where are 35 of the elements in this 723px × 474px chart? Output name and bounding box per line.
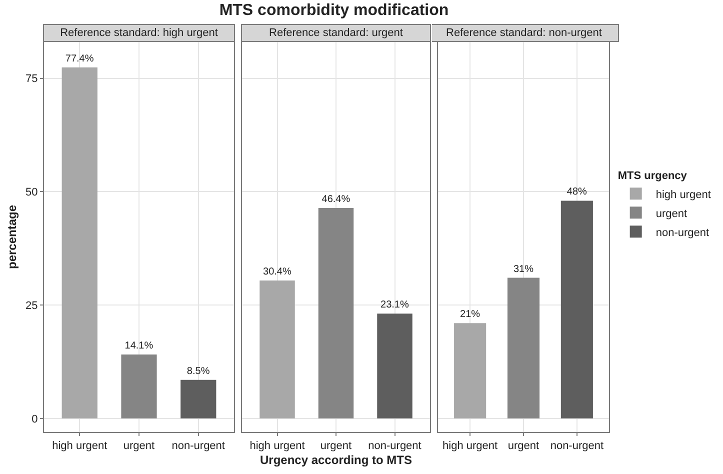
x-tick-label: urgent (123, 440, 155, 452)
legend-title: MTS urgency (618, 170, 688, 182)
legend-label: non-urgent (656, 226, 710, 239)
y-tick-label: 0 (32, 413, 38, 426)
x-tick-label: non-urgent (172, 440, 225, 452)
y-tick-label: 25 (26, 300, 38, 312)
data-label: 8.5% (186, 366, 210, 377)
data-label: 23.1% (380, 300, 409, 311)
y-axis-title: percentage (4, 204, 19, 270)
x-tick-label: non-urgent (550, 440, 604, 452)
x-tick-label: high urgent (250, 440, 305, 452)
data-label: 48% (566, 186, 587, 198)
bar (62, 67, 98, 418)
x-tick-label: urgent (320, 440, 352, 452)
data-label: 77.4% (65, 53, 94, 64)
legend-label: high urgent (656, 188, 711, 201)
data-label: 30.4% (263, 266, 292, 278)
bar (180, 380, 216, 418)
y-tick-label: 50 (26, 186, 38, 198)
x-tick-label: non-urgent (368, 440, 422, 452)
data-label: 31% (513, 264, 534, 275)
chart-subtitle: Reference standard: high urgent (60, 27, 218, 39)
y-tick-label: 75 (26, 73, 38, 86)
bar (121, 354, 157, 418)
x-tick-label: urgent (508, 440, 540, 452)
chart-subtitle: Reference standard: non-urgent (446, 27, 602, 39)
x-tick-label: high urgent (52, 440, 108, 452)
x-tick-label: high urgent (442, 440, 498, 452)
legend-label: urgent (656, 208, 688, 220)
data-label: 14.1% (124, 340, 154, 352)
x-axis-title: Urgency according to MTS (260, 453, 412, 468)
data-label: 46.4% (322, 194, 350, 205)
chart-title: MTS comorbidity modification (218, 2, 450, 20)
chart-subtitle: Reference standard: urgent (269, 27, 403, 39)
data-label: 21% (460, 309, 480, 320)
